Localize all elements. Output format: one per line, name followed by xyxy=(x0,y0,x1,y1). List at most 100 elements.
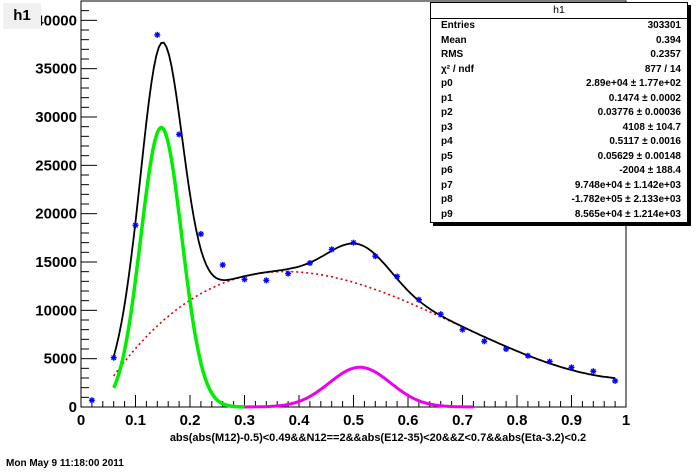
x-tick-label: 0.3 xyxy=(234,412,255,429)
x-tick-label: 0.8 xyxy=(507,412,528,429)
data-point xyxy=(568,364,575,371)
data-point xyxy=(437,311,444,318)
stats-label: χ² / ndf xyxy=(441,63,474,75)
stats-value: 0.05629 ± 0.00148 xyxy=(597,150,681,162)
stats-value: 0.394 xyxy=(655,34,681,46)
stats-value: 0.1474 ± 0.0002 xyxy=(608,92,681,104)
data-point xyxy=(88,397,95,404)
data-point xyxy=(415,296,422,303)
stats-label: p0 xyxy=(441,78,453,89)
stats-row: RMS 0.2357 xyxy=(431,48,687,63)
data-point xyxy=(503,346,510,352)
data-points xyxy=(88,31,619,404)
stats-box-title: h1 xyxy=(431,3,687,19)
data-point xyxy=(263,277,270,284)
data-point xyxy=(285,270,292,277)
stats-row: p8 -1.782e+05 ± 2.133e+03 xyxy=(431,193,687,208)
y-tick-label: 35000 xyxy=(35,61,77,78)
data-point xyxy=(132,222,139,229)
stats-row: p5 0.05629 ± 0.00148 xyxy=(431,150,687,165)
stats-label: p5 xyxy=(441,150,453,162)
stats-row: p2 0.03776 ± 0.00036 xyxy=(431,106,687,121)
stats-label: p3 xyxy=(441,121,453,133)
total-fit-line xyxy=(112,41,616,379)
data-point xyxy=(176,131,183,138)
stats-row: p1 0.1474 ± 0.0002 xyxy=(431,92,687,107)
x-tick-label: 0.5 xyxy=(343,412,364,429)
stats-row: p7 9.748e+04 ± 1.142e+03 xyxy=(431,179,687,194)
stats-value: 8.565e+04 ± 1.214e+03 xyxy=(574,208,681,220)
data-point xyxy=(590,368,597,375)
stats-label: p1 xyxy=(441,92,453,104)
y-tick-label: 30000 xyxy=(35,109,77,126)
x-tick-label: 0.7 xyxy=(452,412,473,429)
x-axis-label: abs(abs(M12)-0.5)<0.49&&N12==2&&abs(E12-… xyxy=(169,432,587,444)
stats-value: 9.748e+04 ± 1.142e+03 xyxy=(574,179,681,191)
y-tick-label: 5000 xyxy=(44,351,77,368)
stats-value: 877 / 14 xyxy=(644,63,681,75)
gaussian-2-line xyxy=(244,365,474,409)
stats-value: -2004 ± 188.4 xyxy=(619,165,681,176)
stats-row: Mean 0.394 xyxy=(431,34,687,49)
timestamp: Mon May 9 11:18:00 2011 xyxy=(6,458,124,469)
stats-row: χ² / ndf 877 / 14 xyxy=(431,63,687,78)
data-point xyxy=(524,352,531,359)
x-axis: 0 0.1 0.2 0.3 0.4 0.5 0.6 0.7 0.8 0.9 1 xyxy=(77,395,630,429)
histogram-title: h1 xyxy=(3,3,41,29)
data-point xyxy=(219,261,226,268)
data-point xyxy=(546,358,553,365)
stats-label: p4 xyxy=(441,136,453,147)
stats-label: Mean xyxy=(441,34,467,46)
fit-curves xyxy=(112,41,616,409)
stats-label: p9 xyxy=(441,208,453,220)
data-point xyxy=(241,276,248,283)
stats-row: p3 4108 ± 104.7 xyxy=(431,121,687,136)
stats-value: -1.782e+05 ± 2.133e+03 xyxy=(571,194,681,205)
data-point xyxy=(372,253,379,260)
stats-row: p9 8.565e+04 ± 1.214e+03 xyxy=(431,208,687,223)
x-tick-label: 0.4 xyxy=(289,412,311,429)
x-tick-label: 1 xyxy=(622,412,630,429)
stats-label: p2 xyxy=(441,107,453,118)
y-axis: 0 5000 10000 15000 20000 25000 30000 35000 40000 xyxy=(35,0,97,416)
stats-box: h1 Entries 303301 Mean 0.394 RMS 0.2357 χ² / n… xyxy=(430,2,688,223)
y-tick-label: 40000 xyxy=(35,12,77,29)
stats-label: p8 xyxy=(441,194,453,205)
data-point xyxy=(197,230,204,237)
stats-value: 303301 xyxy=(647,20,681,31)
data-point xyxy=(154,31,161,38)
y-tick-label: 20000 xyxy=(35,206,77,223)
stats-label: p6 xyxy=(441,165,453,176)
data-point xyxy=(481,338,488,345)
y-tick-label: 25000 xyxy=(35,157,77,174)
stats-row: p6 -2004 ± 188.4 xyxy=(431,164,687,179)
x-tick-label: 0.6 xyxy=(398,412,419,429)
stats-value: 0.03776 ± 0.00036 xyxy=(597,107,681,118)
stats-value: 0.5117 ± 0.0016 xyxy=(609,136,681,147)
data-point xyxy=(328,246,335,253)
data-point xyxy=(612,377,619,384)
y-tick-label: 15000 xyxy=(35,254,77,271)
stats-label: RMS xyxy=(441,49,464,60)
x-tick-label: 0.2 xyxy=(180,412,201,429)
y-tick-label: 10000 xyxy=(35,302,77,319)
stats-value: 0.2357 xyxy=(650,49,681,60)
data-point xyxy=(110,354,117,361)
stats-value: 4108 ± 104.7 xyxy=(622,121,681,133)
stats-value: 2.89e+04 ± 1.77e+02 xyxy=(585,78,681,89)
x-tick-label: 0.9 xyxy=(561,412,582,429)
data-point xyxy=(459,326,466,333)
x-tick-label: 0 xyxy=(77,412,85,429)
data-point xyxy=(350,239,357,246)
data-point xyxy=(394,273,401,280)
stats-label: Entries xyxy=(441,20,475,31)
y-tick-label: 0 xyxy=(69,399,77,416)
data-point xyxy=(306,259,313,266)
stats-row: p4 0.5117 ± 0.0016 xyxy=(431,135,687,150)
stats-row: p0 2.89e+04 ± 1.77e+02 xyxy=(431,77,687,92)
x-tick-label: 0.1 xyxy=(125,412,146,429)
gaussian-1-line xyxy=(112,125,245,409)
stats-label: p7 xyxy=(441,179,453,191)
